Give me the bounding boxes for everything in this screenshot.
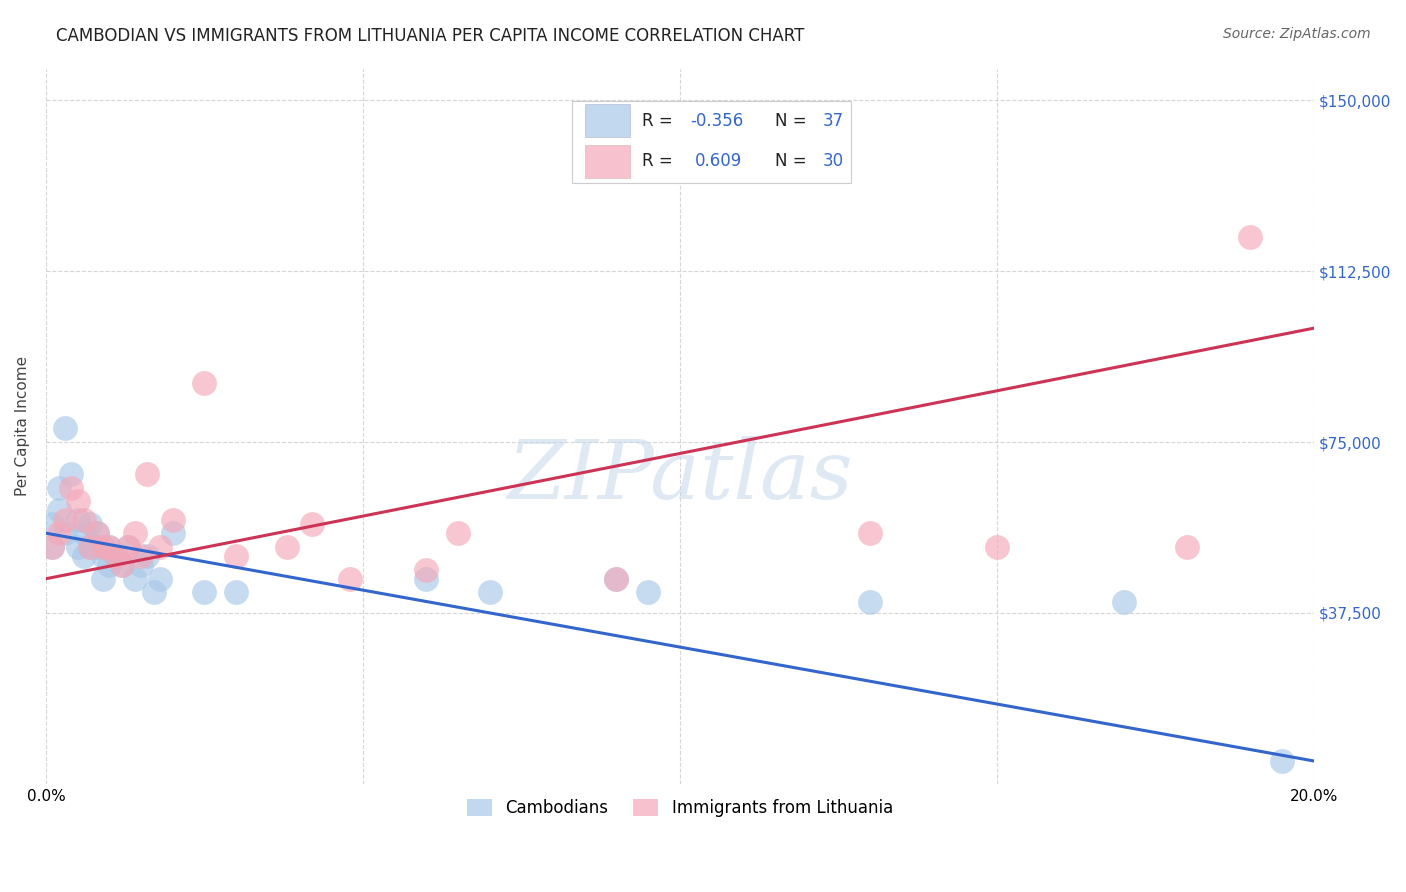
- Point: [415, 572, 437, 586]
- Text: 0.609: 0.609: [695, 153, 742, 170]
- Point: [66, 512, 89, 526]
- Point: [41, 540, 63, 554]
- Point: [79, 517, 101, 532]
- Text: -0.356: -0.356: [690, 112, 744, 129]
- Point: [48, 481, 70, 495]
- Point: [136, 549, 159, 563]
- Point: [41, 517, 63, 532]
- Point: [124, 572, 146, 586]
- Point: [149, 540, 172, 554]
- Point: [136, 467, 159, 481]
- Point: [478, 585, 501, 599]
- Point: [41, 540, 63, 554]
- Point: [447, 526, 470, 541]
- Point: [86, 526, 108, 541]
- Point: [73, 549, 96, 563]
- Point: [48, 526, 70, 541]
- Point: [301, 517, 323, 532]
- Text: CAMBODIAN VS IMMIGRANTS FROM LITHUANIA PER CAPITA INCOME CORRELATION CHART: CAMBODIAN VS IMMIGRANTS FROM LITHUANIA P…: [56, 27, 804, 45]
- Point: [605, 572, 627, 586]
- Point: [162, 512, 184, 526]
- Point: [86, 526, 108, 541]
- Point: [98, 558, 121, 572]
- Point: [73, 512, 96, 526]
- Text: ZIPatlas: ZIPatlas: [508, 436, 852, 516]
- Point: [1112, 594, 1135, 608]
- Text: Source: ZipAtlas.com: Source: ZipAtlas.com: [1223, 27, 1371, 41]
- Point: [129, 549, 152, 563]
- FancyBboxPatch shape: [585, 104, 630, 137]
- Point: [339, 572, 361, 586]
- Point: [605, 572, 627, 586]
- Point: [986, 540, 1008, 554]
- Point: [225, 585, 247, 599]
- Point: [79, 540, 101, 554]
- Point: [91, 572, 114, 586]
- Text: 37: 37: [823, 112, 844, 129]
- Point: [111, 558, 134, 572]
- Point: [162, 526, 184, 541]
- Point: [124, 526, 146, 541]
- Point: [193, 585, 215, 599]
- Point: [276, 540, 298, 554]
- Text: 30: 30: [823, 153, 844, 170]
- FancyBboxPatch shape: [585, 145, 630, 178]
- Point: [117, 540, 139, 554]
- Point: [91, 540, 114, 554]
- Point: [129, 558, 152, 572]
- Point: [1271, 754, 1294, 768]
- Point: [66, 494, 89, 508]
- Point: [415, 563, 437, 577]
- Point: [104, 549, 127, 563]
- FancyBboxPatch shape: [572, 101, 851, 183]
- Text: R =: R =: [641, 153, 678, 170]
- Point: [98, 540, 121, 554]
- Point: [1175, 540, 1198, 554]
- Point: [91, 549, 114, 563]
- Point: [53, 526, 76, 541]
- Point: [225, 549, 247, 563]
- Point: [66, 540, 89, 554]
- Point: [859, 594, 882, 608]
- Text: R =: R =: [641, 112, 678, 129]
- Legend: Cambodians, Immigrants from Lithuania: Cambodians, Immigrants from Lithuania: [458, 790, 901, 825]
- Point: [117, 540, 139, 554]
- Point: [104, 549, 127, 563]
- Y-axis label: Per Capita Income: Per Capita Income: [15, 356, 30, 496]
- Text: N =: N =: [775, 153, 811, 170]
- Point: [48, 503, 70, 517]
- Point: [73, 526, 96, 541]
- Point: [193, 376, 215, 390]
- Point: [1239, 230, 1261, 244]
- Point: [60, 467, 83, 481]
- Point: [79, 540, 101, 554]
- Point: [637, 585, 659, 599]
- Text: N =: N =: [775, 112, 811, 129]
- Point: [98, 540, 121, 554]
- Point: [111, 558, 134, 572]
- Point: [859, 526, 882, 541]
- Point: [142, 585, 165, 599]
- Point: [53, 421, 76, 435]
- Point: [60, 481, 83, 495]
- Point: [53, 512, 76, 526]
- Point: [149, 572, 172, 586]
- Point: [86, 540, 108, 554]
